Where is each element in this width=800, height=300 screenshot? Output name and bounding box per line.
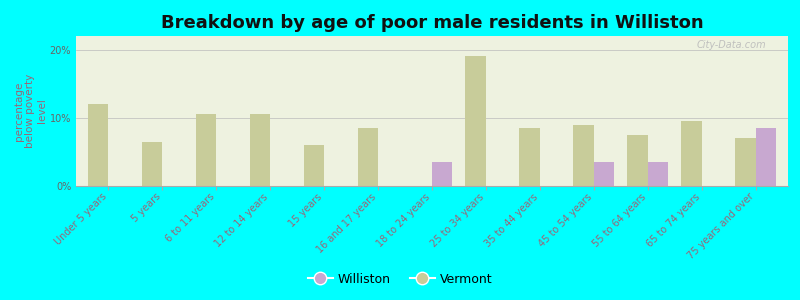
Bar (250, 114, 270, 186)
Bar (466, 56, 486, 186)
Text: City-Data.com: City-Data.com (697, 40, 766, 50)
Title: Breakdown by age of poor male residents in Williston: Breakdown by age of poor male residents … (161, 14, 703, 32)
Bar (594, 162, 614, 186)
Bar (358, 128, 378, 186)
Bar (196, 114, 216, 186)
Bar (88, 104, 108, 186)
Bar (142, 142, 162, 186)
Bar (627, 135, 648, 186)
Bar (304, 145, 324, 186)
Bar (682, 121, 702, 186)
Bar (648, 162, 668, 186)
Legend: Williston, Vermont: Williston, Vermont (303, 268, 497, 291)
Bar (519, 128, 540, 186)
Bar (574, 124, 594, 186)
Bar (756, 128, 776, 186)
Bar (432, 162, 453, 186)
Y-axis label: percentage
below poverty
level: percentage below poverty level (14, 74, 47, 148)
Bar (735, 138, 756, 186)
